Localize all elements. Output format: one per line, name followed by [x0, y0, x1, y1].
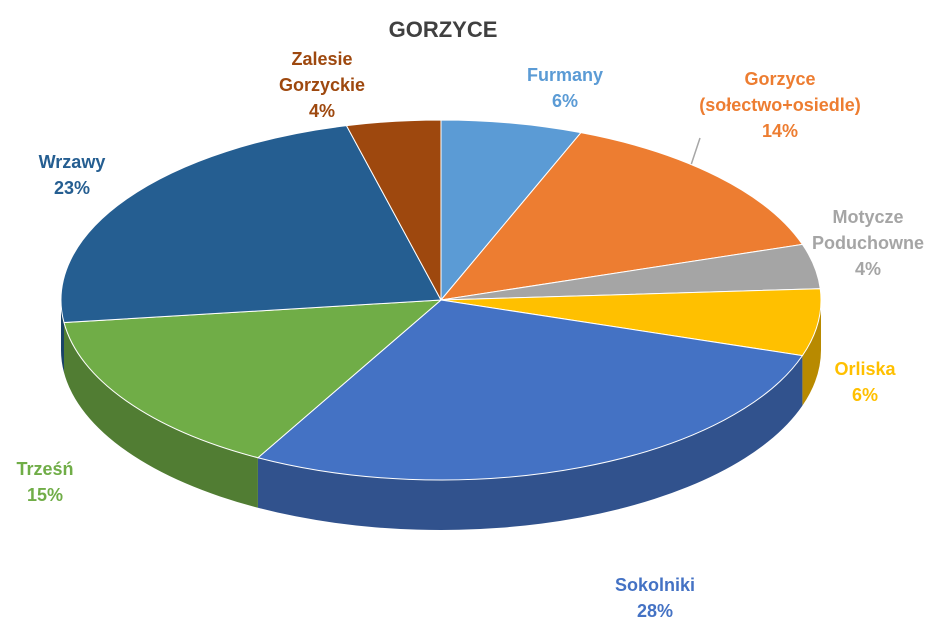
data-label: Motycze Poduchowne 4% [798, 204, 937, 282]
value-label: 6% [551, 91, 578, 111]
category-label: Gorzyce (sołectwo+osiedle) [699, 69, 861, 115]
value-label: 6% [851, 385, 878, 405]
category-label: Furmany [526, 65, 604, 85]
data-label: Zalesie Gorzyckie 4% [267, 46, 377, 124]
slice-side [61, 300, 64, 373]
chart-title: GORZYCE [388, 17, 498, 42]
value-label: 23% [53, 178, 91, 198]
value-label: 28% [636, 601, 674, 621]
data-label: Orliska 6% [805, 356, 925, 408]
slice-side [802, 300, 821, 406]
slice [440, 119, 582, 302]
category-label: Trześń [16, 459, 74, 479]
slice [63, 299, 443, 459]
sides [61, 300, 821, 530]
slice-side [63, 322, 258, 508]
leader-line [689, 137, 701, 169]
slice [440, 288, 822, 357]
slice [345, 119, 442, 301]
slice-side [257, 355, 803, 530]
data-label: Furmany 6% [495, 62, 635, 114]
value-label: 14% [761, 121, 799, 141]
category-label: Sokolniki [614, 575, 695, 595]
category-label: Orliska [834, 359, 896, 379]
category-label: Zalesie Gorzyckie [278, 49, 366, 95]
slice [60, 125, 442, 324]
data-label: Wrzawy 23% [17, 149, 127, 201]
value-label: 15% [26, 485, 64, 505]
category-label: Wrzawy [38, 152, 106, 172]
category-label: Motycze Poduchowne [812, 207, 924, 253]
data-label: Sokolniki 28% [585, 572, 725, 624]
data-label: Gorzyce (sołectwo+osiedle) 14% [665, 66, 895, 144]
data-label: Trześń 15% [0, 456, 90, 508]
tops [60, 119, 822, 481]
value-label: 4% [854, 259, 881, 279]
slice [256, 299, 804, 481]
value-label: 4% [308, 101, 335, 121]
